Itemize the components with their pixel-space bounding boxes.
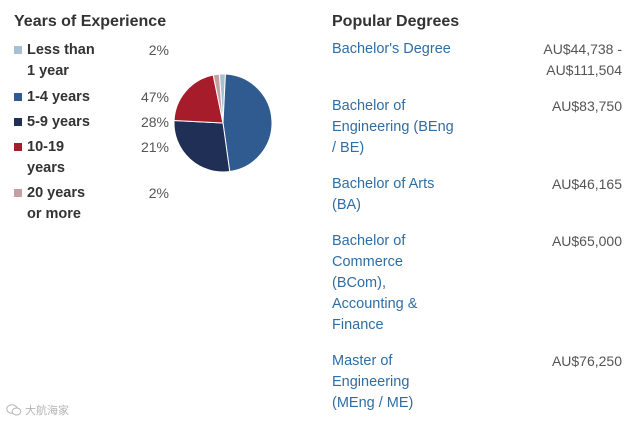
- pie-slice: [173, 74, 224, 124]
- legend-swatch: [14, 143, 22, 151]
- experience-label: 10-19 years: [27, 137, 107, 179]
- degree-name-line: / BE): [332, 140, 365, 156]
- degree-name-line: Bachelor of: [332, 233, 406, 249]
- legend-swatch: [14, 93, 22, 101]
- experience-label-line: or more: [27, 206, 81, 222]
- pie-slice: [212, 73, 224, 124]
- experience-label-line: 5-9 years: [27, 114, 90, 130]
- watermark-text: 大航海家: [25, 405, 69, 417]
- experience-label-line: 1-4 years: [27, 89, 90, 105]
- experience-label: Less than 1 year: [27, 40, 107, 82]
- experience-label-line: years: [27, 160, 65, 176]
- degree-link[interactable]: Master of Engineering (MEng / ME): [332, 351, 462, 414]
- experience-percent: 21%: [140, 139, 169, 155]
- degree-salary-line: AU$65,000: [551, 233, 622, 249]
- degree-name-line: Bachelor's Degree: [332, 41, 451, 57]
- degree-name-line: Bachelor of Arts: [332, 176, 435, 192]
- experience-label: 5-9 years: [27, 112, 107, 133]
- degree-name-line: Accounting &: [332, 296, 418, 312]
- experience-label: 20 years or more: [27, 183, 107, 225]
- legend-swatch: [14, 46, 22, 54]
- pie-slice: [222, 73, 273, 173]
- degree-salary-line: AU$76,250: [551, 353, 622, 369]
- experience-label-line: Less than: [27, 42, 95, 58]
- degree-name-line: Engineering (BEng: [332, 119, 454, 135]
- experience-title: Years of Experience: [14, 13, 167, 30]
- experience-pie-chart: [173, 73, 273, 173]
- degree-salary: AU$65,000: [482, 231, 622, 252]
- degree-name-line: (BCom),: [332, 275, 386, 291]
- degree-salary: AU$46,165: [482, 174, 622, 195]
- experience-label: 1-4 years: [27, 87, 107, 108]
- degree-name-line: (BA): [332, 197, 361, 213]
- degree-name-line: Bachelor of: [332, 98, 406, 114]
- watermark: 大航海家: [6, 402, 69, 418]
- legend-swatch: [14, 118, 22, 126]
- degree-salary: AU$44,738 - AU$111,504: [482, 39, 622, 81]
- degree-link[interactable]: Bachelor of Arts (BA): [332, 174, 462, 216]
- experience-percent: 2%: [148, 185, 169, 201]
- degree-link[interactable]: Bachelor's Degree: [332, 39, 462, 60]
- degree-link[interactable]: Bachelor of Commerce (BCom), Accounting & Fi…: [332, 231, 462, 336]
- degrees-title: Popular Degrees: [332, 13, 460, 30]
- experience-percent: 28%: [140, 114, 169, 130]
- degree-salary-line: AU$83,750: [551, 98, 622, 114]
- degree-salary: AU$76,250: [482, 351, 622, 372]
- experience-percent: 47%: [140, 89, 169, 105]
- pie-slice: [173, 120, 231, 173]
- experience-label-line: 10-19: [27, 139, 65, 155]
- degree-salary: AU$83,750: [482, 96, 622, 117]
- degree-name-line: Finance: [332, 317, 384, 333]
- degree-link[interactable]: Bachelor of Engineering (BEng / BE): [332, 96, 462, 159]
- legend-swatch: [14, 189, 22, 197]
- degree-name-line: Engineering: [332, 374, 410, 390]
- degree-name-line: Commerce: [332, 254, 403, 270]
- degree-name-line: Master of: [332, 353, 393, 369]
- degree-salary-line: AU$46,165: [551, 176, 622, 192]
- experience-label-line: 20 years: [27, 185, 86, 201]
- experience-percent: 2%: [148, 42, 169, 58]
- experience-label-line: 1 year: [27, 63, 69, 79]
- wechat-icon: [6, 404, 22, 416]
- degree-salary-line: AU$111,504: [546, 62, 622, 78]
- degree-salary-line: AU$44,738 -: [543, 41, 622, 57]
- degree-name-line: (MEng / ME): [332, 395, 414, 411]
